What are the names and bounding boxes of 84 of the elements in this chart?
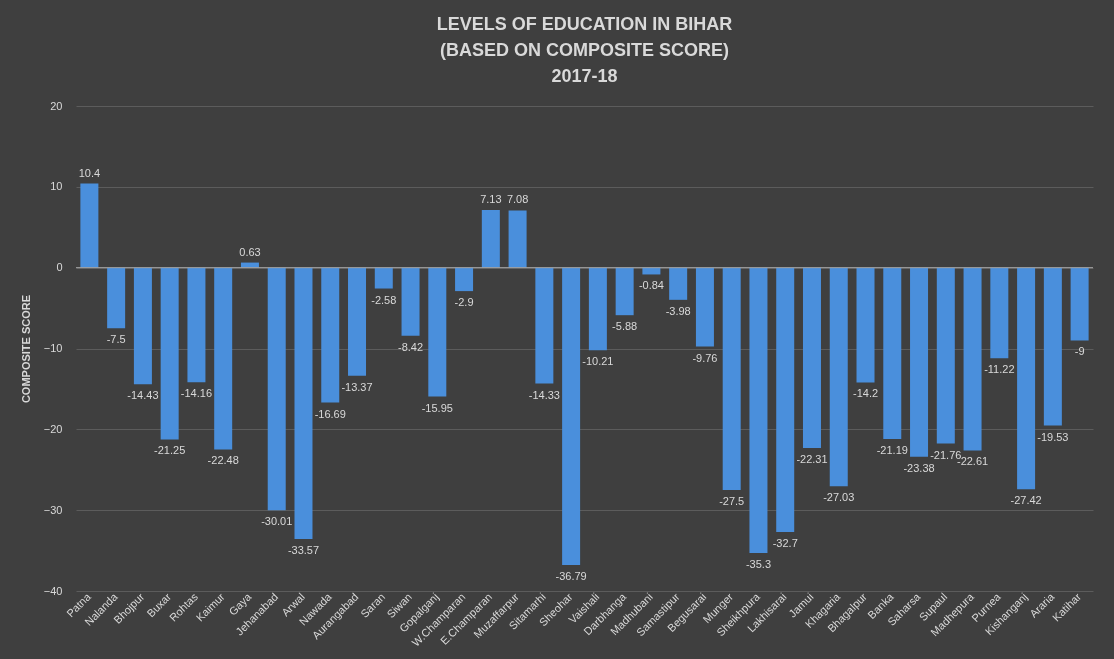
data-label: -10.21 <box>582 355 614 368</box>
bar <box>187 267 206 383</box>
bar <box>990 267 1009 359</box>
data-label: -14.2 <box>852 387 879 400</box>
bar <box>481 210 500 268</box>
data-label: 7.08 <box>506 193 529 206</box>
bar <box>80 183 99 268</box>
bar <box>856 267 875 383</box>
bar <box>776 267 795 532</box>
data-label: -7.5 <box>106 333 126 346</box>
data-label: 7.13 <box>480 193 502 206</box>
bar <box>562 267 581 566</box>
bar <box>722 267 741 490</box>
bar <box>829 267 848 487</box>
data-label: -0.84 <box>638 279 664 292</box>
bar <box>802 267 821 449</box>
bar <box>588 267 607 351</box>
data-label: -11.22 <box>984 363 1015 376</box>
bar <box>321 267 340 403</box>
bar <box>910 267 929 457</box>
data-label: -35.3 <box>745 558 771 571</box>
y-tick-label: −20 <box>43 422 63 435</box>
data-label: -19.53 <box>1037 430 1069 443</box>
bar <box>535 267 554 384</box>
bar <box>669 267 688 300</box>
data-label: -9 <box>1074 345 1085 358</box>
data-label: -2.9 <box>454 296 474 309</box>
data-label: -16.69 <box>314 407 346 420</box>
text: 2017-18 <box>551 66 618 86</box>
y-tick-label: −30 <box>43 503 63 516</box>
data-label: -3.98 <box>665 304 691 317</box>
bar <box>267 267 286 511</box>
data-label: -5.88 <box>612 320 638 333</box>
bar <box>1017 267 1036 490</box>
bar <box>695 267 714 347</box>
data-label: -13.37 <box>341 380 373 393</box>
data-label: -9.76 <box>692 351 718 364</box>
data-label: -14.33 <box>528 388 560 401</box>
text: (BASED ON COMPOSITE SCORE) <box>439 40 730 60</box>
y-tick-label: −10 <box>43 342 63 354</box>
bar <box>401 267 420 336</box>
data-label: -36.79 <box>555 570 587 583</box>
bar <box>749 267 768 554</box>
bar <box>160 267 179 440</box>
bar <box>1043 267 1062 426</box>
data-label: -22.31 <box>796 453 828 466</box>
bar <box>374 267 393 289</box>
bar <box>883 267 902 439</box>
y-tick-label: 10 <box>50 180 63 193</box>
data-label: 0.63 <box>239 245 261 258</box>
y-axis-title: COMPOSITE SCORE <box>19 294 32 404</box>
text: LEVELS OF EDUCATION IN BIHAR <box>436 14 733 34</box>
bar <box>508 210 527 268</box>
data-label: -21.19 <box>876 443 908 456</box>
bar <box>348 267 367 376</box>
bar <box>963 267 982 451</box>
data-label: -21.76 <box>930 448 962 461</box>
y-tick-label: −40 <box>43 584 63 597</box>
bar <box>107 267 126 329</box>
data-label: -14.16 <box>180 387 213 400</box>
bar <box>615 267 634 316</box>
data-label: -30.01 <box>261 515 293 528</box>
data-label: -14.43 <box>127 389 159 402</box>
y-tick-label: 20 <box>50 99 63 112</box>
data-label: -21.25 <box>154 444 186 457</box>
data-label: -22.48 <box>207 454 239 467</box>
bar <box>214 267 233 450</box>
data-label: -2.58 <box>371 293 397 306</box>
bar <box>455 267 474 292</box>
data-label: -23.38 <box>903 461 935 474</box>
data-label: 10.4 <box>78 166 101 179</box>
data-label: -27.42 <box>1010 494 1042 507</box>
y-tick-label: 0 <box>56 261 63 274</box>
bar <box>1070 267 1089 341</box>
data-label: -8.42 <box>398 340 424 353</box>
bar <box>936 267 955 444</box>
data-label: -15.95 <box>421 401 453 414</box>
bar <box>294 267 313 540</box>
data-label: -33.57 <box>287 544 320 557</box>
bar <box>428 267 447 397</box>
bar <box>133 267 152 385</box>
data-label: -27.03 <box>823 491 855 504</box>
data-label: -32.7 <box>772 536 798 549</box>
data-label: -27.5 <box>719 494 745 507</box>
